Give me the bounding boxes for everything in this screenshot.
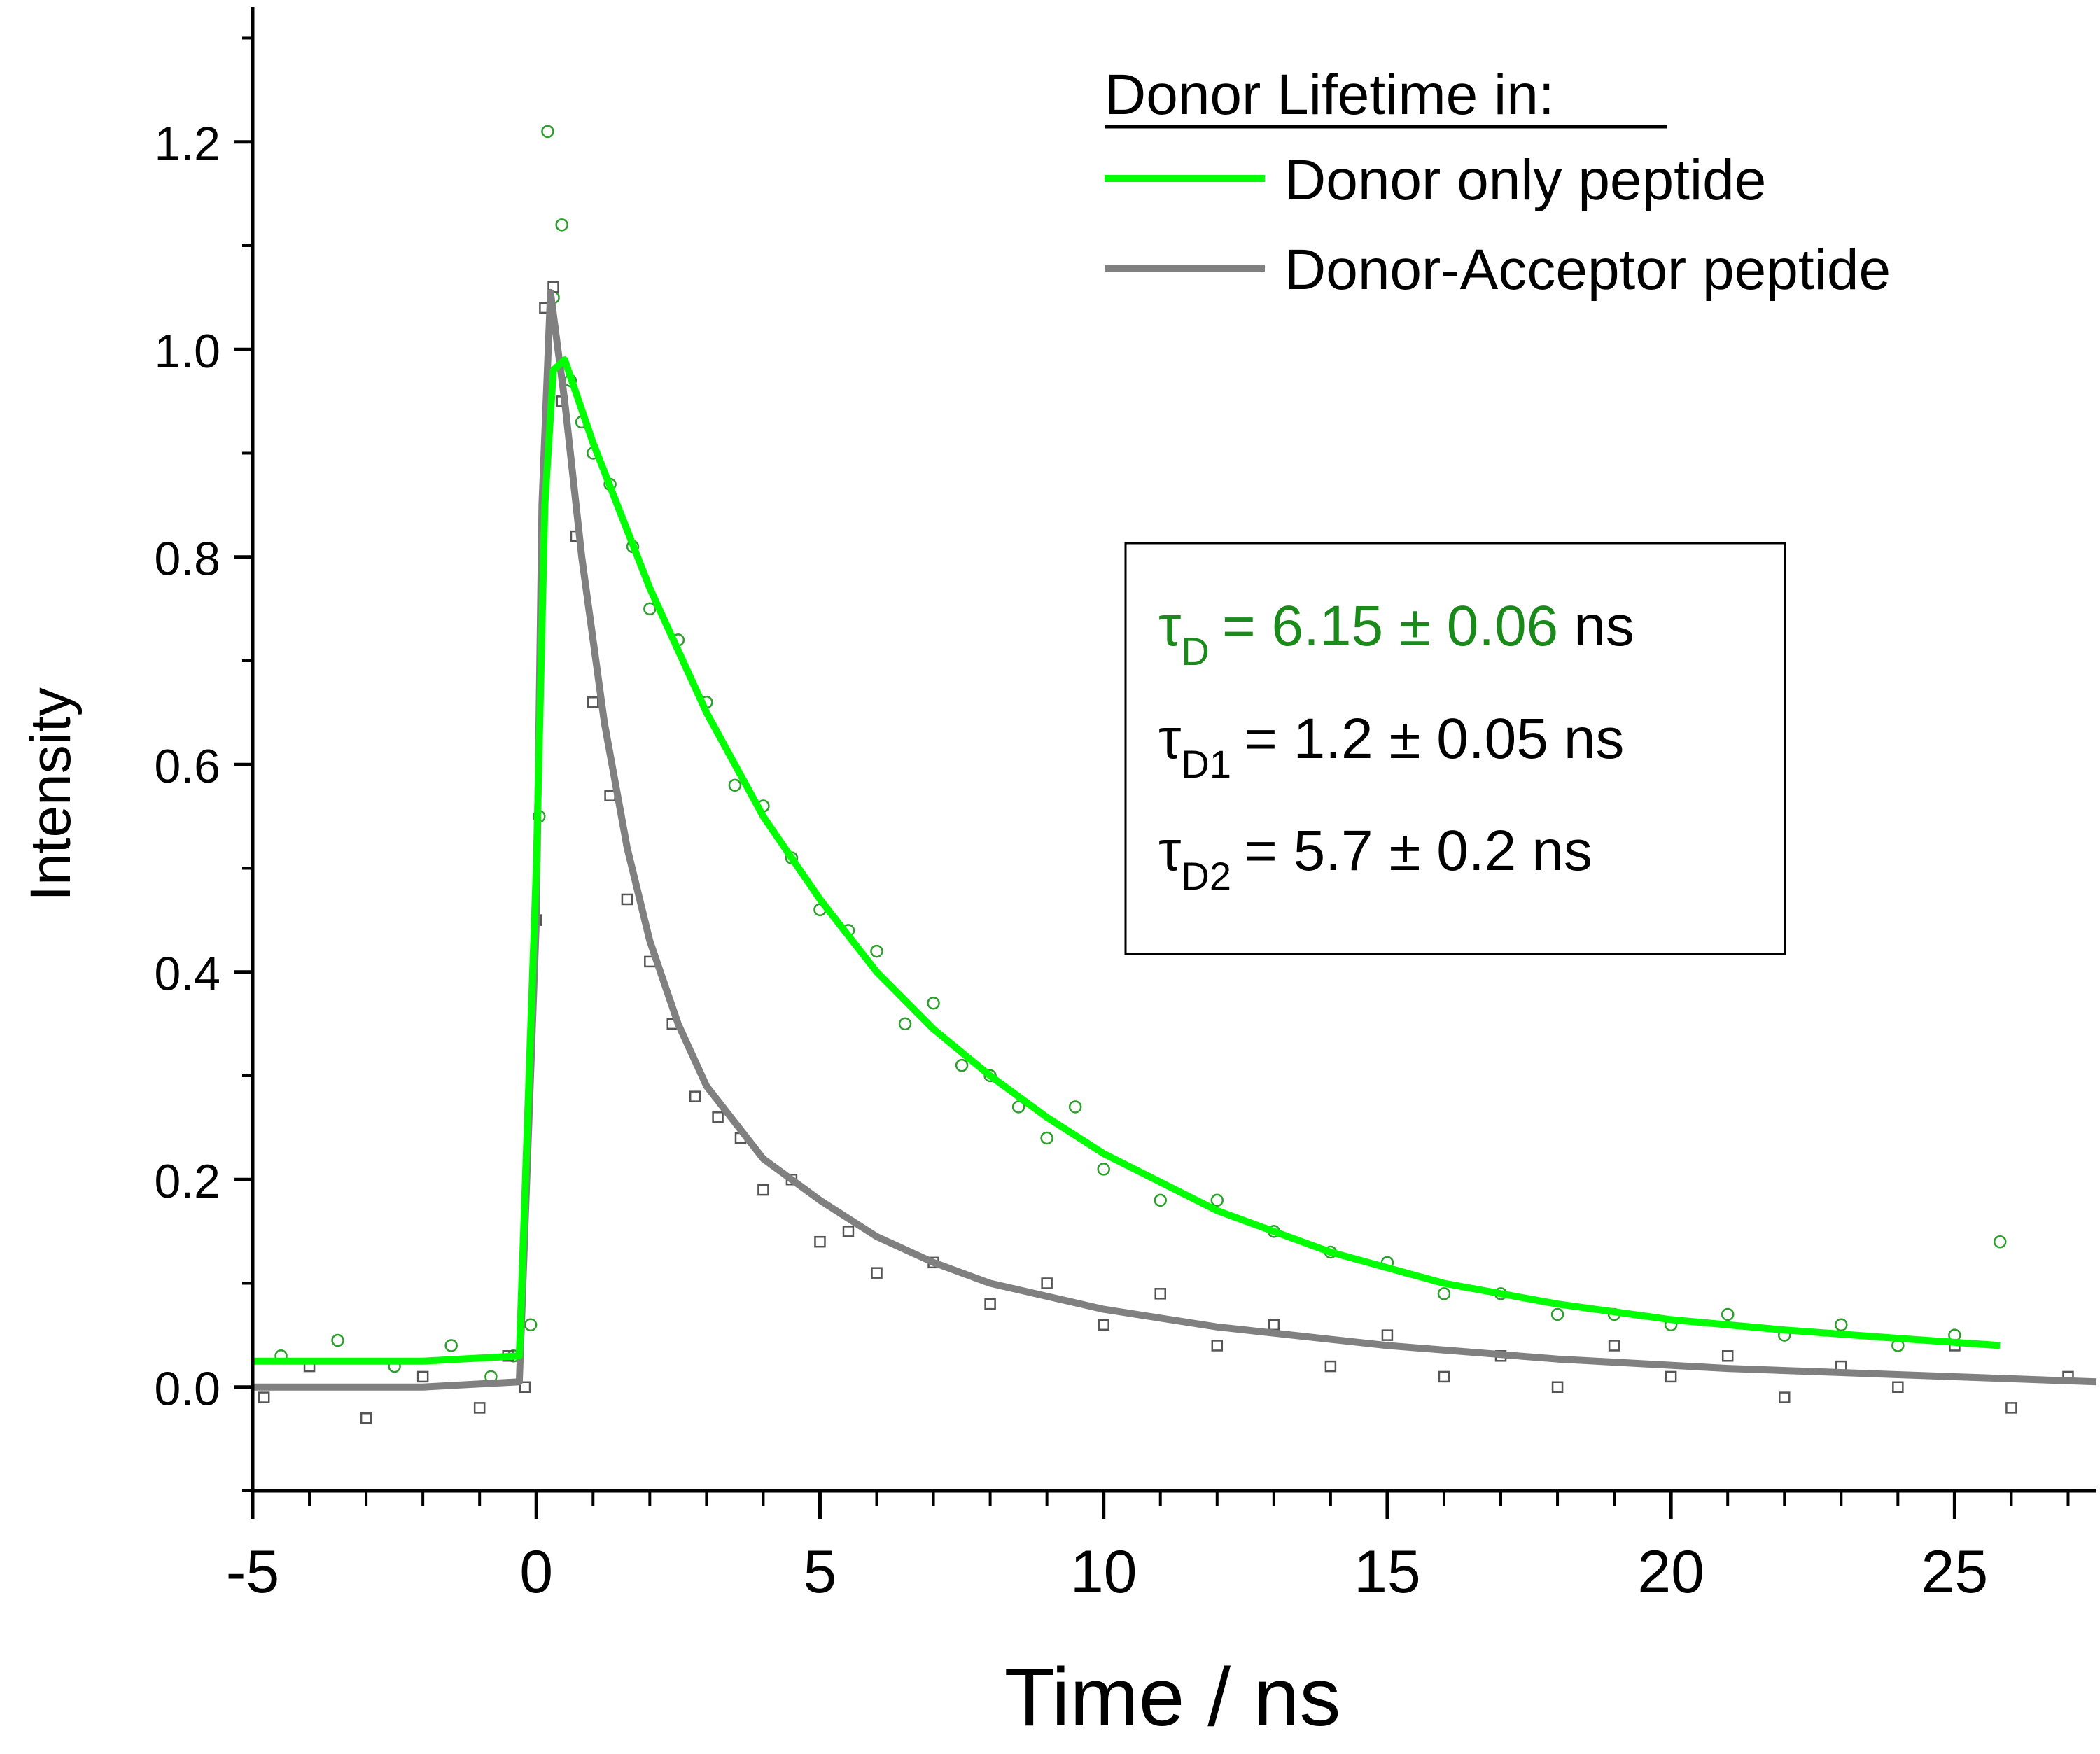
legend-title: Donor Lifetime in: bbox=[1105, 63, 1555, 127]
donor-acceptor-data-point bbox=[2005, 1402, 2017, 1414]
tau-d-value: = 6.15 ± 0.06 bbox=[1222, 594, 1558, 658]
tau-d1-value: = 1.2 ± 0.05 bbox=[1244, 707, 1548, 771]
donor-only-data-point bbox=[1097, 1163, 1110, 1176]
x-tick-label: 20 bbox=[1637, 1538, 1704, 1606]
donor-acceptor-data-point bbox=[473, 1402, 486, 1414]
x-tick-label: 10 bbox=[1070, 1538, 1138, 1606]
donor-acceptor-data-point bbox=[1324, 1360, 1337, 1373]
annotation-box-frame bbox=[1124, 542, 1786, 955]
donor-only-data-point bbox=[927, 996, 940, 1010]
y-tick-label: 0.2 bbox=[154, 1155, 220, 1208]
donor-acceptor-data-point bbox=[871, 1267, 883, 1279]
donor-only-data-point bbox=[1993, 1235, 2007, 1249]
donor-acceptor-data-point bbox=[1665, 1370, 1677, 1383]
donor-only-data-point bbox=[1040, 1131, 1054, 1145]
x-tick-label: -5 bbox=[226, 1538, 279, 1606]
fit-lines-layer bbox=[253, 288, 2097, 1391]
donor-acceptor-data-point bbox=[1778, 1391, 1791, 1403]
donor-only-data-point bbox=[1210, 1193, 1224, 1207]
donor-only-data-point bbox=[728, 778, 742, 792]
donor-acceptor-data-point bbox=[984, 1298, 996, 1310]
donor-only-data-point bbox=[1721, 1307, 1735, 1321]
donor-acceptor-data-point bbox=[712, 1111, 724, 1123]
y-axis-title: Intensity bbox=[19, 687, 83, 901]
donor-acceptor-data-point bbox=[1892, 1381, 1904, 1393]
donor-acceptor-data-point bbox=[842, 1226, 855, 1237]
x-tick-label: 15 bbox=[1354, 1538, 1421, 1606]
donor-acceptor-data-point bbox=[1608, 1340, 1620, 1352]
donor-acceptor-data-point bbox=[1721, 1350, 1734, 1362]
donor-acceptor-data-point bbox=[1098, 1319, 1110, 1331]
y-tick-label: 0.4 bbox=[154, 948, 220, 1001]
tau-d1-subscript: D1 bbox=[1181, 742, 1231, 786]
x-axis-title: Time / ns bbox=[1004, 1651, 1341, 1744]
tau-d1-unit: ns bbox=[1564, 707, 1625, 771]
donor-acceptor-data-point bbox=[1381, 1329, 1394, 1341]
donor-acceptor-data-point bbox=[1551, 1381, 1564, 1393]
legend-label-donor-only: Donor only peptide bbox=[1284, 148, 1766, 212]
donor-acceptor-data-point bbox=[416, 1370, 429, 1383]
tau-d-subscript: D bbox=[1181, 629, 1209, 673]
x-tick-label: 5 bbox=[804, 1538, 837, 1606]
donor-only-data-point bbox=[1437, 1287, 1451, 1300]
tau-d2-symbol: τ bbox=[1158, 819, 1181, 883]
donor-only-data-point bbox=[1154, 1193, 1167, 1207]
donor-acceptor-data-point bbox=[1041, 1277, 1053, 1289]
legend: Donor Lifetime in: Donor only peptide Do… bbox=[1105, 63, 1891, 302]
tau-d2-line: τD2 = 5.7 ± 0.2 ns bbox=[1158, 819, 1592, 898]
donor-only-data-point bbox=[444, 1339, 458, 1352]
donor-only-data-point bbox=[643, 602, 657, 616]
tau-d2-value: = 5.7 ± 0.2 bbox=[1244, 819, 1516, 883]
y-tick-label: 1.0 bbox=[154, 325, 220, 378]
y-tick-label: 1.2 bbox=[154, 118, 220, 171]
donor-acceptor-data-point bbox=[814, 1235, 826, 1248]
y-tick-label: 0.6 bbox=[154, 740, 220, 793]
donor-acceptor-data-point bbox=[587, 696, 599, 708]
donor-only-data-point bbox=[1068, 1100, 1082, 1114]
donor-only-data-point bbox=[541, 125, 554, 139]
donor-acceptor-data-point bbox=[621, 893, 634, 906]
tau-d2-subscript: D2 bbox=[1181, 854, 1231, 898]
donor-acceptor-data-point bbox=[519, 1381, 531, 1393]
donor-only-data-point bbox=[524, 1318, 538, 1332]
y-tick-label: 0.0 bbox=[154, 1363, 220, 1416]
donor-acceptor-data-point bbox=[258, 1391, 270, 1403]
donor-acceptor-data-point bbox=[757, 1184, 769, 1196]
donor-only-data-point bbox=[555, 218, 568, 232]
donor-only-data-point bbox=[331, 1333, 344, 1347]
donor-only-data-point bbox=[1835, 1318, 1848, 1332]
donor-acceptor-data-point bbox=[1154, 1288, 1166, 1300]
donor-acceptor-data-point bbox=[1438, 1370, 1450, 1383]
donor-only-fit-line bbox=[253, 356, 2001, 1365]
legend-label-donor-acceptor: Donor-Acceptor peptide bbox=[1284, 238, 1891, 302]
donor-only-data-point bbox=[1011, 1100, 1026, 1114]
donor-acceptor-data-point bbox=[689, 1090, 701, 1102]
donor-only-data-point bbox=[955, 1058, 969, 1072]
x-tick-label: 0 bbox=[519, 1538, 553, 1606]
donor-only-data-point bbox=[870, 944, 883, 958]
tau-d-line: τD = 6.15 ± 0.06 ns bbox=[1158, 594, 1634, 673]
tau-d-symbol: τ bbox=[1158, 594, 1181, 658]
lifetime-annotation-box: τD = 6.15 ± 0.06 ns τD1 = 1.2 ± 0.05 ns τD2 =… bbox=[1124, 542, 1786, 955]
axis-ticks-layer: -5 0 5 10 15 20 25 0.0 0.2 0.4 0.6 0.8 1.0 1.2 bbox=[154, 36, 2070, 1606]
tau-d1-symbol: τ bbox=[1158, 707, 1181, 771]
donor-only-data-point bbox=[1550, 1307, 1564, 1321]
donor-only-data-point bbox=[898, 1017, 912, 1031]
tau-d2-unit: ns bbox=[1532, 819, 1592, 883]
tau-d1-line: τD1 = 1.2 ± 0.05 ns bbox=[1158, 707, 1624, 786]
donor-acceptor-data-point bbox=[360, 1412, 372, 1424]
x-tick-label: 25 bbox=[1921, 1538, 1989, 1606]
tau-d-unit: ns bbox=[1574, 594, 1634, 658]
y-tick-label: 0.8 bbox=[154, 533, 220, 586]
donor-acceptor-data-point bbox=[1211, 1340, 1224, 1352]
